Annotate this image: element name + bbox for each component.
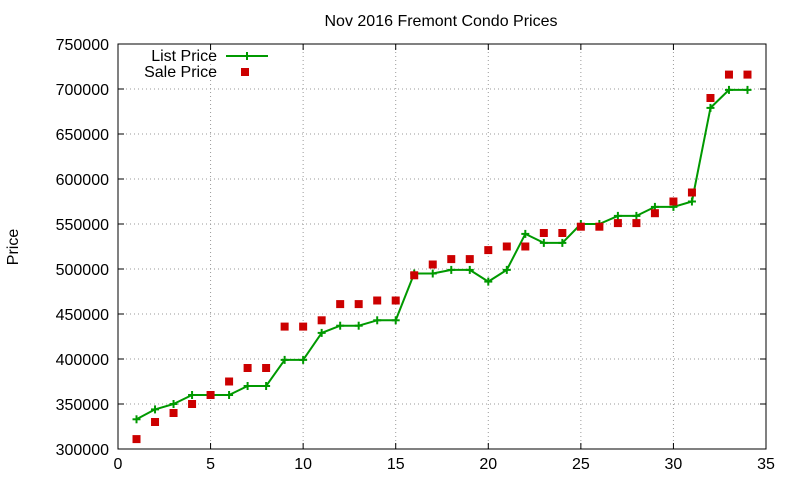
x-tick-label: 30 <box>665 456 683 473</box>
y-axis-label: Price <box>5 229 22 266</box>
sale-price-point <box>502 242 511 251</box>
sale-price-point <box>484 246 493 255</box>
y-tick-label: 500000 <box>56 262 109 279</box>
series-sale-price <box>132 70 752 444</box>
x-tick-label: 35 <box>757 456 775 473</box>
sale-price-point <box>410 271 419 280</box>
sale-price-point <box>558 229 567 237</box>
list-price-point <box>169 400 178 408</box>
sale-price-point <box>724 70 733 79</box>
list-price-point <box>484 277 493 286</box>
sale-price-point <box>225 377 234 386</box>
sale-price-point <box>336 300 345 309</box>
sale-price-point <box>576 222 585 231</box>
list-price-point <box>558 238 567 247</box>
chart-title: Nov 2016 Fremont Condo Prices <box>325 13 558 30</box>
legend-label: Sale Price <box>144 64 217 81</box>
list-price-point <box>391 316 400 325</box>
x-tick-label: 25 <box>572 456 590 473</box>
list-price-point <box>613 211 622 220</box>
legend-label: List Price <box>151 48 217 65</box>
list-price-line <box>136 88 748 421</box>
list-price-point <box>336 321 345 330</box>
y-tick-label: 750000 <box>56 37 109 54</box>
list-price-point <box>724 85 733 94</box>
list-price-point <box>299 355 308 364</box>
sale-price-point <box>169 409 178 417</box>
list-price-point <box>262 382 271 390</box>
list-price-point <box>188 391 197 399</box>
sale-price-point <box>373 296 382 305</box>
sale-price-point <box>151 418 160 426</box>
list-price-point <box>428 269 437 278</box>
list-price-point <box>706 103 715 112</box>
sale-price-point <box>743 70 752 79</box>
sale-price-point <box>613 219 622 228</box>
list-price-point <box>687 197 696 206</box>
sale-price-point <box>206 391 215 399</box>
y-tick-label: 650000 <box>56 127 109 144</box>
y-tick-label: 300000 <box>56 442 109 459</box>
sale-price-point <box>280 322 289 331</box>
y-tick-label: 350000 <box>56 397 109 414</box>
sale-price-point <box>465 255 474 264</box>
list-price-point <box>743 85 752 94</box>
list-price-point <box>243 382 252 390</box>
sale-price-point <box>521 242 530 251</box>
sale-price-point <box>317 316 326 325</box>
y-tick-label: 600000 <box>56 172 109 189</box>
list-price-point <box>632 211 641 220</box>
list-price-point <box>151 405 160 414</box>
x-tick-label: 15 <box>387 456 405 473</box>
list-price-point <box>447 265 456 274</box>
y-tick-label: 550000 <box>56 217 109 234</box>
sale-price-point <box>299 322 308 331</box>
list-price-point <box>373 316 382 325</box>
sale-price-point <box>132 435 141 444</box>
sale-price-point <box>354 300 363 309</box>
series-group <box>132 70 752 444</box>
x-tick-label: 5 <box>206 456 215 473</box>
y-tick-label: 700000 <box>56 82 109 99</box>
x-tick-label: 20 <box>479 456 497 473</box>
x-axis: 0 5 10 15 20 25 30 35 <box>114 44 775 473</box>
sale-price-point <box>687 188 696 197</box>
sale-price-point <box>243 364 252 372</box>
list-price-point <box>539 238 548 247</box>
sale-price-point <box>447 255 456 264</box>
list-price-point <box>521 229 530 238</box>
list-price-point <box>225 391 234 399</box>
plot-frame <box>117 43 767 450</box>
sale-price-point <box>428 260 437 269</box>
sale-price-point <box>632 219 641 228</box>
sale-price-point <box>706 94 715 102</box>
x-tick-label: 0 <box>114 456 123 473</box>
list-price-point <box>465 265 474 274</box>
list-price-point <box>132 415 141 424</box>
sale-price-point <box>650 209 659 218</box>
list-price-point <box>280 355 289 364</box>
y-tick-label: 450000 <box>56 307 109 324</box>
y-axis: 300000 350000 400000 450000 500000 550000 6000… <box>56 37 766 459</box>
sale-price-point <box>391 296 400 305</box>
sale-price-point <box>669 197 678 206</box>
grid <box>118 44 766 449</box>
sale-price-point <box>539 229 548 237</box>
y-tick-label: 400000 <box>56 352 109 369</box>
list-price-point <box>502 265 511 274</box>
sale-price-point <box>188 400 197 408</box>
list-price-point <box>354 321 363 330</box>
sale-price-point <box>262 364 271 372</box>
sale-price-point <box>595 222 604 231</box>
list-price-point <box>317 328 326 337</box>
legend-square-swatch <box>241 68 249 76</box>
legend-plus-marker <box>243 52 251 60</box>
series-list-price <box>132 85 752 424</box>
x-tick-label: 10 <box>294 456 312 473</box>
